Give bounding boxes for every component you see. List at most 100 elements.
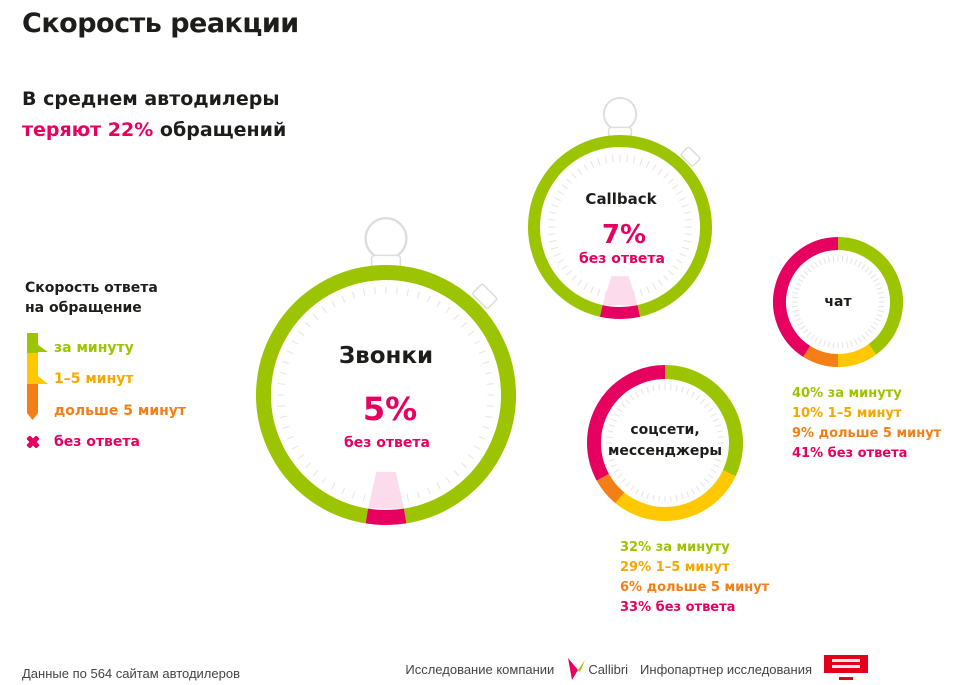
dial-tick	[436, 482, 441, 490]
dial-tick	[561, 264, 568, 270]
dial-tick	[610, 418, 617, 422]
dial-tick	[406, 288, 410, 296]
social-stat-over5: 6% дольше 5 минут	[620, 580, 770, 595]
donut-segment-1	[837, 343, 877, 367]
dial-tick	[640, 388, 644, 395]
dial-tick	[814, 261, 819, 268]
dial-tick	[486, 383, 494, 385]
dial-tick	[663, 274, 669, 281]
stopwatch-button-icon	[472, 283, 498, 309]
dial-tick	[561, 184, 568, 190]
dial-tick	[657, 279, 663, 286]
dial-tick	[305, 322, 311, 328]
dial-tick	[876, 314, 883, 317]
dial-tick	[416, 291, 421, 299]
dial-tick	[406, 494, 410, 502]
dial-tick	[590, 161, 595, 168]
dial-tick	[590, 286, 595, 293]
dial-tick	[657, 168, 663, 175]
dial-tick	[684, 233, 692, 236]
dial-tick	[549, 240, 557, 243]
dial-tick	[827, 341, 831, 348]
dial-tick	[832, 255, 835, 262]
dial-tick	[864, 331, 870, 337]
callibri-brand: Callibri	[566, 656, 628, 682]
dial-tick	[482, 360, 490, 365]
dial-tick	[797, 321, 804, 326]
dial-tick	[800, 325, 806, 330]
dial-tick	[791, 296, 798, 299]
donut-segment-3	[587, 365, 666, 481]
dial-tick	[872, 321, 879, 326]
dial-tick	[351, 491, 356, 499]
legend-item-1-5: 1–5 минут	[54, 371, 134, 387]
dial-tick	[791, 305, 798, 308]
dial-tick	[686, 491, 690, 498]
legend-bar-green	[27, 333, 38, 353]
social-title-line2: мессенджеры	[607, 443, 723, 459]
ring-segment-answered	[256, 265, 516, 524]
dial-tick	[606, 448, 613, 450]
dial-tick	[478, 350, 486, 355]
dial-tick	[867, 328, 873, 334]
dial-tick	[806, 331, 812, 337]
dial-tick	[613, 469, 620, 473]
dial-tick	[607, 453, 614, 456]
dial-tick	[670, 495, 672, 502]
dial-tick	[604, 156, 607, 164]
dial-tick	[681, 204, 689, 208]
dial-tick	[554, 197, 561, 202]
dial-tick	[635, 488, 639, 495]
dial-tick	[715, 458, 722, 462]
dial-tick	[652, 283, 657, 290]
dial-tick	[626, 155, 629, 163]
dial-tick	[857, 336, 862, 343]
dial-tick	[672, 264, 679, 270]
dial-tick	[583, 283, 588, 290]
dial-tick	[629, 394, 635, 401]
dial-tick	[797, 278, 804, 283]
dial-tick	[680, 493, 684, 500]
dial-tick	[635, 391, 639, 398]
dial-tick	[416, 491, 421, 499]
dial-tick	[577, 168, 583, 175]
dial-tick	[658, 495, 660, 502]
dial-tick	[351, 291, 356, 299]
dial-tick	[810, 264, 815, 270]
dial-tick	[686, 388, 690, 395]
ring-segment-no-answer	[365, 508, 407, 525]
donut-segment-2	[596, 473, 625, 504]
dial-tick	[713, 418, 720, 422]
dial-tick	[713, 464, 720, 468]
dial-tick	[691, 391, 695, 398]
dial-tick	[486, 405, 494, 407]
legend-item-noanswer: без ответа	[54, 434, 140, 450]
dial-tick	[695, 394, 701, 401]
dial-tick	[396, 287, 398, 295]
donut-segment-1	[615, 470, 736, 521]
dial-tick	[818, 338, 822, 345]
legend-bar-yellow	[27, 353, 38, 384]
subtitle-rest: обращений	[153, 119, 287, 141]
callback-value: 7%	[601, 220, 647, 250]
dial-tick	[667, 270, 674, 276]
dial-tick	[870, 325, 876, 330]
dial-tick	[297, 330, 305, 336]
chat-title: чат	[824, 294, 852, 310]
donut-segment-3	[773, 237, 839, 357]
dial-tick	[814, 336, 819, 343]
dial-tick	[870, 274, 876, 279]
dial-tick	[681, 246, 689, 250]
dial-tick	[670, 384, 672, 391]
dial-ticks	[277, 286, 495, 504]
dial-tick	[672, 184, 679, 190]
dial-tick	[453, 470, 459, 476]
legend-tick-yellow	[38, 376, 48, 384]
dial-tick	[850, 257, 853, 264]
callback-caption: без ответа	[579, 251, 665, 267]
dial-tick	[646, 386, 650, 393]
callback-title: Callback	[585, 190, 657, 208]
dial-tick	[710, 469, 717, 473]
callibri-logo-icon	[568, 658, 586, 680]
